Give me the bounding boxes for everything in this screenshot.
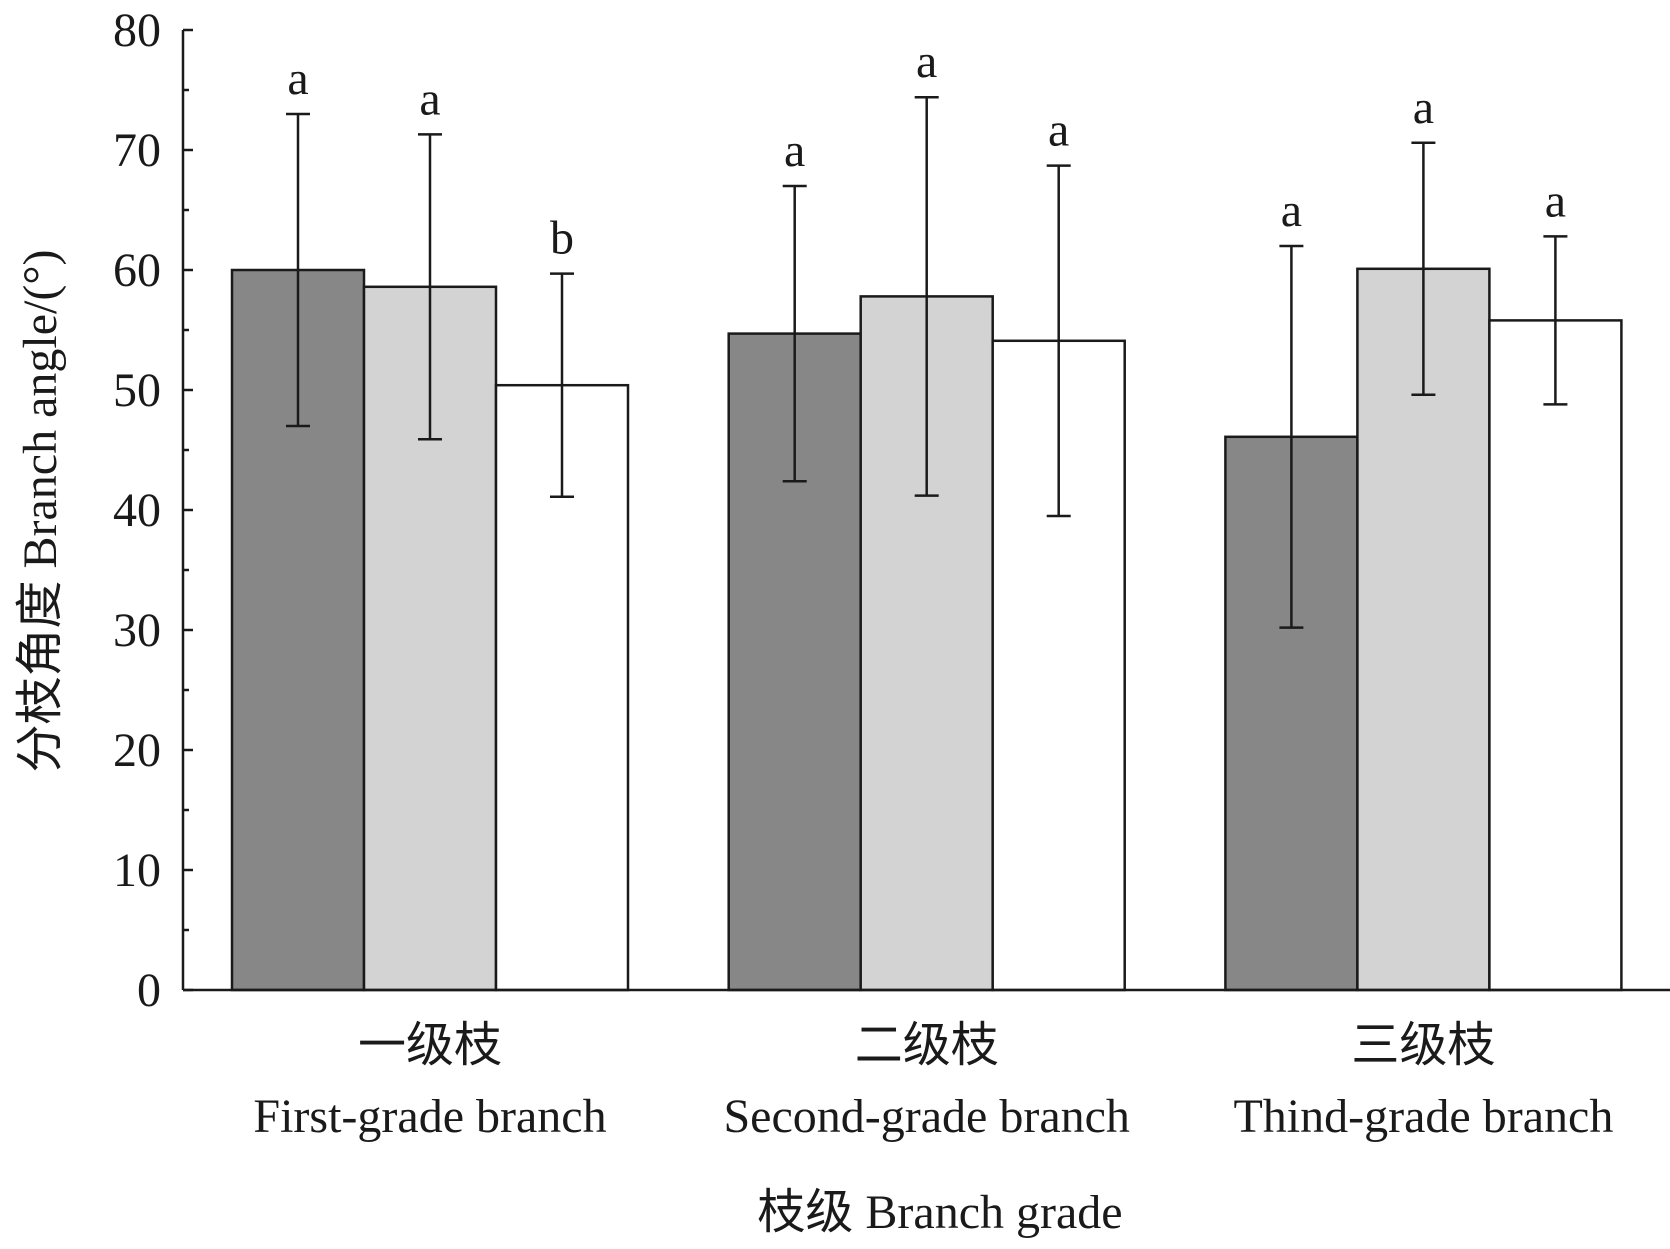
x-tick-label: 二级枝 xyxy=(855,1019,999,1072)
y-tick-label: 30 xyxy=(113,604,161,657)
significance-label: a xyxy=(1281,184,1302,237)
y-tick-label: 0 xyxy=(137,964,161,1017)
x-tick-label-en: First-grade branch xyxy=(253,1090,606,1143)
y-tick-label: 20 xyxy=(113,724,161,777)
y-tick-label: 10 xyxy=(113,844,161,897)
x-axis-title: 枝级 Branch grade xyxy=(757,1186,1122,1239)
x-tick-label: 三级枝 xyxy=(1351,1019,1495,1072)
x-tick-label: 一级枝 xyxy=(358,1019,502,1072)
significance-label: b xyxy=(550,212,574,265)
y-tick-label: 40 xyxy=(113,484,161,537)
bar xyxy=(1488,319,1623,992)
y-tick-label: 60 xyxy=(113,244,161,297)
y-tick-label: 80 xyxy=(113,4,161,57)
y-tick-label: 70 xyxy=(113,124,161,177)
significance-label: a xyxy=(1048,104,1069,157)
significance-label: a xyxy=(419,72,440,125)
y-tick-label: 50 xyxy=(113,364,161,417)
x-tick-label-en: Second-grade branch xyxy=(723,1090,1129,1143)
significance-label: a xyxy=(287,52,308,105)
bar xyxy=(1224,435,1359,992)
significance-label: a xyxy=(784,124,805,177)
y-axis-title: 分枝角度 Branch angle/(°) xyxy=(14,249,67,772)
x-tick-label-en: Thind-grade branch xyxy=(1233,1090,1613,1143)
significance-label: a xyxy=(916,35,937,88)
significance-label: a xyxy=(1545,174,1566,227)
significance-label: a xyxy=(1413,81,1434,134)
